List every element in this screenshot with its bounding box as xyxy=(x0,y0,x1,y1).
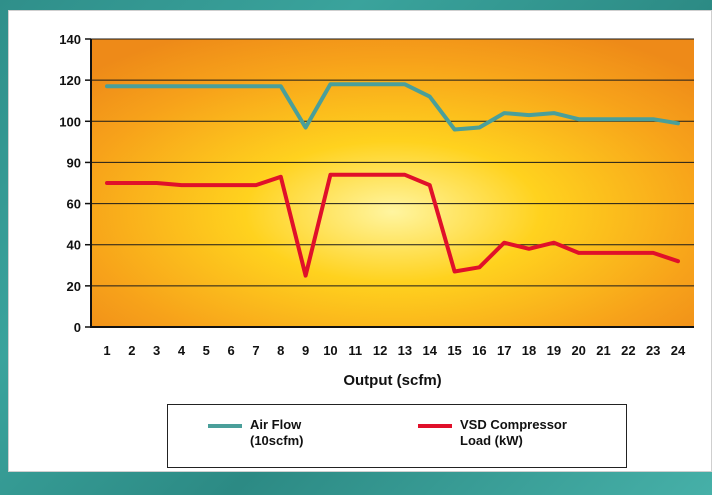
x-axis-title: Output (scfm) xyxy=(343,372,441,389)
legend-swatch-air-flow xyxy=(208,424,242,428)
legend-swatch-vsd-load xyxy=(418,424,452,428)
x-tick-label: 14 xyxy=(423,343,438,358)
y-tick-label: 100 xyxy=(59,114,81,129)
y-tick-label: 0 xyxy=(74,320,81,335)
x-tick-label: 23 xyxy=(646,343,660,358)
series-line-air-flow xyxy=(105,82,680,132)
x-tick-label: 3 xyxy=(153,343,160,358)
y-tick-label: 140 xyxy=(59,32,81,47)
chart-frame: 0 20 40 60 90 100 120 140 1 2 3 4 5 6 7 8 9 10 11 12 13 14 15… xyxy=(8,10,712,472)
y-tick-label: 20 xyxy=(67,279,81,294)
x-tick-label: 13 xyxy=(398,343,412,358)
x-tick-labels: 1 2 3 4 5 6 7 8 9 10 11 12 13 14 15 16 17 18 19 20 21 22 23 24 xyxy=(103,343,686,358)
legend: Air Flow (10scfm) VSD Compressor Load (k… xyxy=(167,404,627,468)
axis-lines xyxy=(90,39,694,328)
x-tick-label: 11 xyxy=(348,343,362,358)
y-tick-label: 120 xyxy=(59,73,81,88)
legend-entry-air-flow: Air Flow (10scfm) xyxy=(208,417,303,449)
grid-lines xyxy=(85,38,694,328)
series-line-vsd-load xyxy=(105,172,680,278)
series-lines xyxy=(105,82,680,278)
legend-entry-vsd-load: VSD Compressor Load (kW) xyxy=(418,417,567,449)
x-tick-label: 7 xyxy=(252,343,259,358)
x-tick-label: 6 xyxy=(228,343,235,358)
x-tick-label: 24 xyxy=(671,343,686,358)
x-tick-label: 15 xyxy=(447,343,461,358)
x-tick-label: 17 xyxy=(497,343,511,358)
legend-label-air-flow: Air Flow (10scfm) xyxy=(250,417,304,448)
x-tick-label: 21 xyxy=(596,343,610,358)
axes xyxy=(90,39,694,328)
x-tick-label: 12 xyxy=(373,343,387,358)
x-tick-label: 2 xyxy=(128,343,135,358)
x-tick-label: 18 xyxy=(522,343,536,358)
y-tick-label: 40 xyxy=(67,238,81,253)
legend-label-vsd-load: VSD Compressor Load (kW) xyxy=(460,417,567,448)
x-tick-label: 19 xyxy=(547,343,561,358)
x-tick-label: 1 xyxy=(103,343,110,358)
x-tick-label: 22 xyxy=(621,343,635,358)
y-tick-labels: 0 20 40 60 90 100 120 140 xyxy=(59,32,81,335)
plot-area xyxy=(91,39,694,327)
x-tick-label: 9 xyxy=(302,343,309,358)
x-tick-label: 4 xyxy=(178,343,186,358)
x-tick-label: 10 xyxy=(323,343,337,358)
y-tick-label: 60 xyxy=(67,197,81,212)
x-tick-label: 5 xyxy=(203,343,210,358)
x-tick-label: 20 xyxy=(571,343,585,358)
x-tick-label: 8 xyxy=(277,343,284,358)
x-tick-label: 16 xyxy=(472,343,486,358)
y-tick-label: 90 xyxy=(67,155,81,170)
